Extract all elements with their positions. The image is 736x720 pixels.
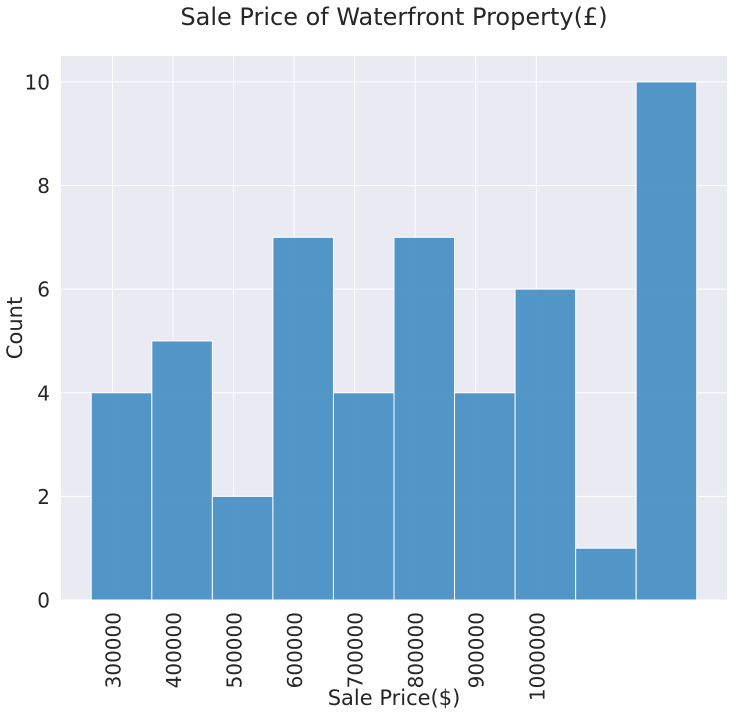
y-axis-tick-labels: 0 2 4 6 8 10 (25, 70, 50, 612)
histogram-bar (454, 392, 516, 601)
histogram-bar (514, 288, 577, 601)
x-tick-label: 800000 (404, 612, 428, 688)
chart-title: Sale Price of Waterfront Property(£) (180, 3, 607, 31)
histogram-bar (332, 392, 395, 601)
histogram-bar (635, 81, 698, 601)
histogram-bars (90, 81, 698, 601)
x-axis-label: Sale Price($) (328, 686, 461, 710)
x-tick-label: 400000 (162, 612, 186, 688)
y-tick-label: 4 (37, 381, 50, 405)
x-tick-label: 900000 (465, 612, 489, 688)
y-tick-label: 2 (37, 485, 50, 509)
histogram-bar (90, 392, 153, 601)
x-axis-tick-labels: 300000 400000 500000 600000 700000 800000 9000… (101, 612, 549, 701)
y-tick-label: 10 (25, 70, 50, 94)
histogram-bar (272, 236, 334, 601)
y-tick-label: 8 (37, 174, 50, 198)
x-tick-label: 500000 (223, 612, 247, 688)
x-tick-label: 700000 (344, 612, 368, 688)
histogram-bar (393, 236, 456, 601)
y-tick-label: 0 (37, 589, 50, 613)
x-tick-label: 1000000 (525, 612, 549, 701)
y-axis-label: Count (3, 297, 27, 359)
histogram-bar (575, 547, 637, 601)
histogram-bar (211, 495, 274, 601)
y-tick-label: 6 (37, 278, 50, 302)
x-tick-label: 600000 (283, 612, 307, 688)
histogram-bar (151, 340, 213, 601)
x-tick-label: 300000 (101, 612, 125, 688)
